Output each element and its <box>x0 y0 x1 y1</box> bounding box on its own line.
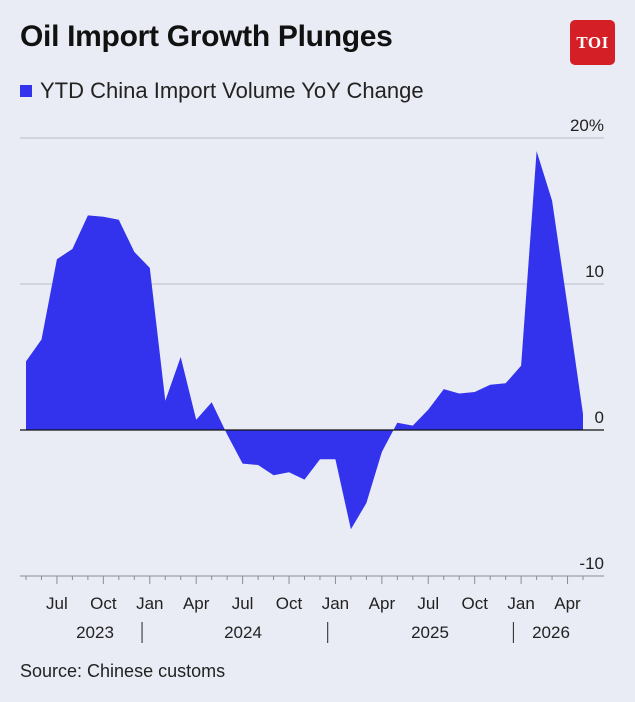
x-tick-label: Oct <box>276 594 303 613</box>
chart-area: -10 0 10 20% Jul Oct Jan Apr Jul Oct Jan Apr Jul Oct J… <box>20 116 604 643</box>
year-label: 2024 <box>224 623 262 642</box>
x-tick-label: Oct <box>90 594 117 613</box>
x-tick-label: Jan <box>136 594 163 613</box>
x-tick-label: Apr <box>369 594 396 613</box>
x-tick-label: Jul <box>232 594 254 613</box>
y-tick-label: 10 <box>585 262 604 281</box>
x-tick-label: Apr <box>183 594 210 613</box>
year-label: 2025 <box>411 623 449 642</box>
x-tick-label: Jul <box>46 594 68 613</box>
chart-title: Oil Import Growth Plunges <box>20 20 393 53</box>
area-series <box>26 151 583 530</box>
toi-logo: TOI <box>570 20 615 65</box>
year-label: 2023 <box>76 623 114 642</box>
legend: YTD China Import Volume YoY Change <box>20 78 424 104</box>
x-tick-label: Jul <box>417 594 439 613</box>
y-tick-label: -10 <box>579 554 604 573</box>
legend-swatch <box>20 85 32 97</box>
year-label: 2026 <box>532 623 570 642</box>
legend-label: YTD China Import Volume YoY Change <box>40 78 424 103</box>
x-tick-label: Jan <box>507 594 534 613</box>
x-tick-label: Jan <box>322 594 349 613</box>
source-note: Source: Chinese customs <box>20 661 226 681</box>
x-tick-label: Oct <box>461 594 488 613</box>
x-tick-label: Apr <box>554 594 581 613</box>
y-tick-label: 0 <box>595 408 604 427</box>
y-tick-label: 20% <box>570 116 604 135</box>
